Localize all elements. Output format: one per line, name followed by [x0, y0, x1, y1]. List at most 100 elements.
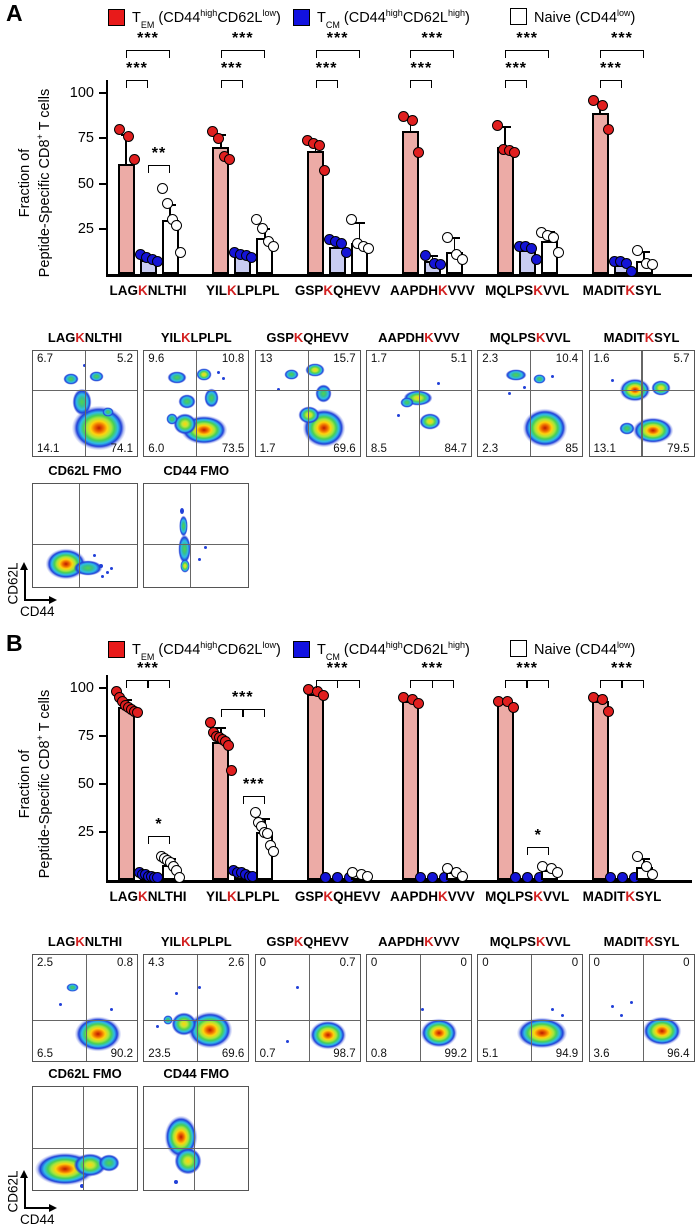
density-blob: [630, 1001, 634, 1005]
significance-bracket: [315, 49, 360, 58]
significance-stars: ***: [137, 660, 159, 678]
data-point-tem: [128, 154, 140, 166]
density-blob: [523, 385, 527, 389]
data-point-naive: [547, 232, 559, 244]
mutant-residue-letter: K: [138, 889, 148, 904]
flow-density-plot: [143, 483, 250, 588]
quadrant-value-bottom-left: 8.5: [370, 443, 387, 455]
density-blob: [308, 1019, 347, 1050]
y-tick-label: 75: [77, 728, 94, 744]
quadrant-vline: [530, 351, 532, 456]
flow-density-plot: 9.6 10.8 6.0 73.5: [143, 350, 250, 457]
category-label: LAGKNLTHI: [109, 889, 187, 904]
density-blob: [174, 1179, 179, 1184]
flow-density-plot: [143, 1086, 250, 1191]
quadrant-value-bottom-right: 69.6: [221, 1048, 245, 1060]
significance-bracket-mid-tick: [241, 709, 244, 718]
data-point-tem: [507, 701, 519, 713]
significance-stars: ***: [231, 29, 254, 47]
flow-density-plot: 0 0.7 0.7 98.7: [254, 954, 361, 1062]
quadrant-hline: [33, 1019, 137, 1021]
data-point-tem: [602, 705, 614, 717]
significance-stars: ***: [315, 60, 338, 78]
significance-stars: ***: [242, 775, 265, 793]
flow-x-axis-label: CD44: [20, 1212, 55, 1227]
significance-bracket: [148, 165, 170, 174]
quadrant-value-bottom-left: 0.7: [259, 1048, 276, 1060]
legend-item-naive: Naive (CD44low): [510, 640, 635, 658]
flow-y-axis-arrow-line: [24, 569, 26, 601]
y-axis-tick: [98, 831, 106, 834]
y-tick-label: 100: [69, 680, 94, 696]
flow-plot-title: AAPDHKVVV: [378, 934, 460, 949]
significance-bracket: [315, 80, 338, 89]
significance-stars: ***: [516, 29, 539, 47]
legend-swatch-tcm: [293, 9, 310, 27]
data-point-tem: [122, 130, 134, 142]
density-blob: [197, 985, 201, 989]
mutant-residue-letter: K: [181, 330, 191, 345]
y-axis-tick: [98, 92, 106, 95]
quadrant-vline: [82, 1087, 84, 1190]
density-blob: [508, 392, 512, 396]
mutant-residue-letter: K: [438, 889, 448, 904]
data-point-tem: [412, 697, 424, 709]
data-point-tem: [213, 132, 225, 144]
error-bar-cap: [354, 222, 366, 225]
quadrant-value-bottom-right: 74.1: [110, 443, 133, 455]
density-blob: [98, 563, 103, 568]
density-blob: [618, 421, 635, 435]
flow-plot-title: LAGKNLTHI: [47, 934, 123, 949]
density-blob: [180, 508, 185, 515]
data-point-naive: [174, 246, 186, 258]
significance-bracket: [242, 795, 265, 804]
category-label: AAPDHKVVV: [390, 889, 475, 904]
density-blob: [155, 1024, 159, 1028]
quadrant-hline: [366, 389, 471, 391]
data-point-tem: [491, 120, 503, 132]
category-label: YILKLPLPL: [206, 889, 280, 904]
data-point-tcm: [525, 243, 537, 255]
significance-stars: ***: [326, 660, 349, 678]
y-tick-label: 25: [77, 824, 94, 840]
data-point-tem: [587, 94, 599, 106]
x-axis-line: [105, 274, 692, 277]
bar-tem: [212, 741, 230, 880]
flow-y-axis-arrowhead: [20, 1170, 29, 1178]
quadrant-value-top-right: 0: [683, 957, 690, 969]
mutant-residue-letter: K: [535, 330, 546, 345]
flow-density-plot: 2.3 10.4 2.3 85: [477, 350, 584, 457]
significance-stars: ***: [220, 60, 243, 78]
quadrant-hline: [255, 389, 360, 391]
data-point-naive: [161, 197, 173, 209]
density-blob: [178, 534, 192, 565]
significance-bracket-mid-tick: [336, 680, 339, 689]
quadrant-value-bottom-right: 85: [565, 443, 579, 455]
density-blob: [170, 1012, 197, 1037]
quadrant-hline: [589, 389, 694, 391]
significance-bracket: [505, 80, 528, 89]
quadrant-value-top-left: 2.3: [482, 353, 499, 365]
data-point-naive: [251, 214, 263, 226]
data-point-naive: [170, 219, 182, 231]
quadrant-value-top-left: 1.7: [370, 353, 387, 365]
significance-bracket: [505, 49, 550, 58]
data-point-tcm: [434, 259, 446, 271]
density-blob: [400, 396, 415, 408]
quadrant-hline: [478, 1019, 583, 1021]
density-blob: [179, 515, 189, 537]
quadrant-vline: [307, 351, 309, 456]
density-blob: [419, 413, 442, 431]
quadrant-hline: [144, 543, 249, 546]
quadrant-value-top-right: 0: [571, 957, 579, 969]
density-blob: [167, 371, 188, 385]
quadrant-hline: [144, 1147, 249, 1150]
mutant-residue-letter: K: [323, 889, 334, 904]
quadrant-vline: [642, 955, 644, 1061]
density-blob: [79, 1183, 84, 1188]
flow-density-plot: 1.6 5.7 13.1 79.5: [588, 350, 695, 457]
density-blob: [611, 379, 615, 383]
flow-plot-title: CD62L FMO: [48, 463, 122, 478]
density-blob: [505, 368, 528, 381]
quadrant-value-top-left: 9.6: [148, 353, 165, 365]
